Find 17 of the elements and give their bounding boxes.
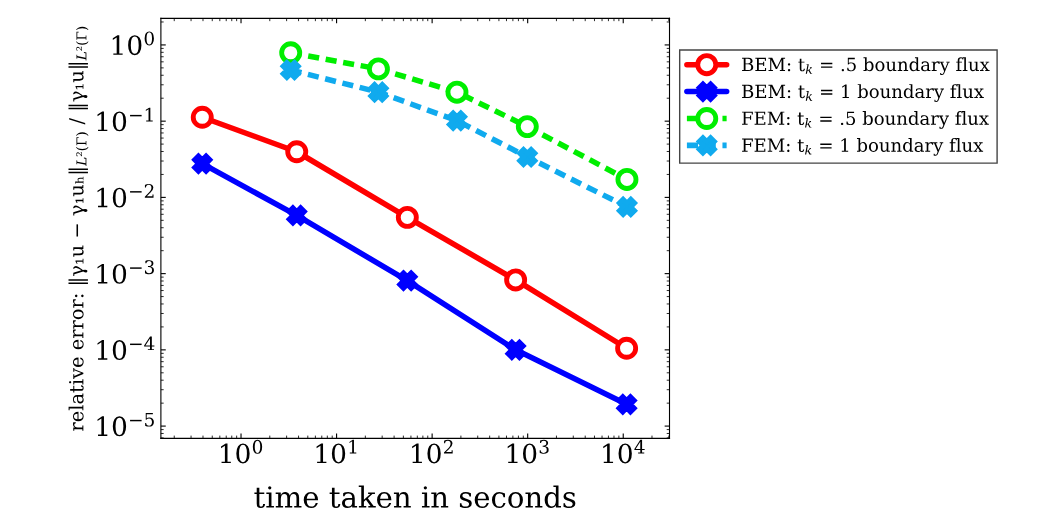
x-axis-title: time taken in seconds bbox=[254, 485, 576, 509]
legend-label: BEM: t$_{k}$ = .5 boundary flux bbox=[742, 57, 990, 76]
legend-label: FEM: t$_{k}$ = 1 boundary flux bbox=[742, 137, 984, 156]
x-tick-label: 10$^{2}$ bbox=[412, 439, 453, 464]
legend-label: BEM: t$_{k}$ = 1 boundary flux bbox=[742, 84, 984, 102]
legend-label: FEM: t$_{k}$ = .5 boundary flux bbox=[742, 111, 989, 129]
y-axis-title: relative error: ‖γ₁u − γ₁uₕ‖$_{L²(Γ)}$ / ‖γ₁u‖$_{L²(Γ)}$ bbox=[68, 26, 89, 431]
x-tick-label: 10$^{0}$ bbox=[221, 439, 263, 464]
x-tick-label: 10$^{4}$ bbox=[603, 439, 645, 464]
y-tick-label: 10$^{−4}$ bbox=[97, 336, 155, 361]
x-tick-label: 10$^{1}$ bbox=[316, 439, 357, 464]
y-tick-label: 10$^{−5}$ bbox=[97, 412, 154, 437]
y-tick-label: 10$^{−2}$ bbox=[97, 183, 154, 208]
y-tick-label: 10$^{0}$ bbox=[112, 31, 154, 56]
y-tick-label: 10$^{−3}$ bbox=[97, 260, 154, 284]
y-tick-label: 10$^{−1}$ bbox=[97, 107, 153, 132]
x-tick-label: 10$^{3}$ bbox=[507, 439, 549, 464]
